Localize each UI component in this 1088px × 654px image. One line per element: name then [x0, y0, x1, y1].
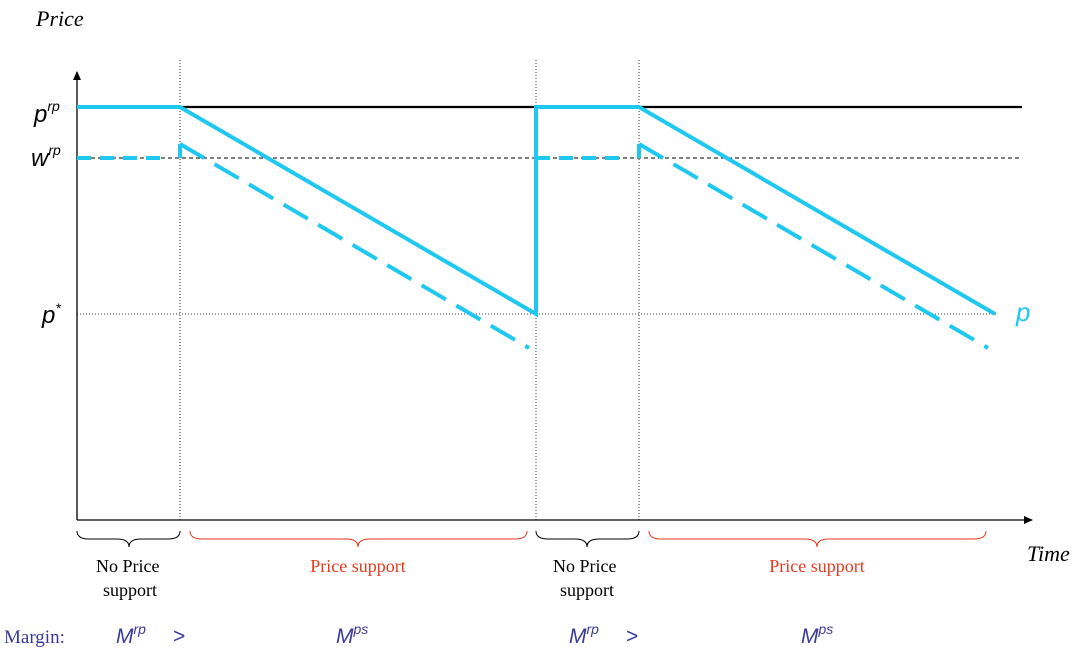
margin-label: Margin: — [4, 627, 65, 648]
margin-op-1: > — [173, 625, 185, 648]
w-rp-label: wrp — [31, 142, 61, 172]
brace-support-2 — [648, 530, 987, 548]
wholesale-path-2b — [637, 142, 990, 350]
p-rp-label: prp — [33, 98, 60, 128]
brace-no-support-2 — [535, 530, 640, 548]
margin-item-2: Mps — [336, 621, 368, 648]
phase-label-4: Price support — [769, 556, 864, 576]
p-series-label: p — [1015, 297, 1030, 327]
x-axis-label: Time — [1027, 541, 1070, 566]
phase-label-3: No Price support — [553, 556, 621, 600]
brace-support-1 — [189, 530, 528, 548]
wholesale-path-1b — [178, 142, 531, 350]
y-axis-label: Price — [35, 6, 84, 31]
phase-label-2: Price support — [310, 556, 405, 576]
margin-item-3: Mrp — [569, 621, 599, 648]
phase-label-1: No Price support — [96, 556, 164, 600]
brace-no-support-1 — [76, 530, 181, 548]
margin-op-3: > — [626, 625, 638, 648]
retail-price-path — [77, 105, 997, 318]
margin-item-4: Mps — [801, 621, 833, 648]
p-star-label: p* — [41, 300, 61, 329]
margin-item-1: Mrp — [116, 621, 146, 648]
